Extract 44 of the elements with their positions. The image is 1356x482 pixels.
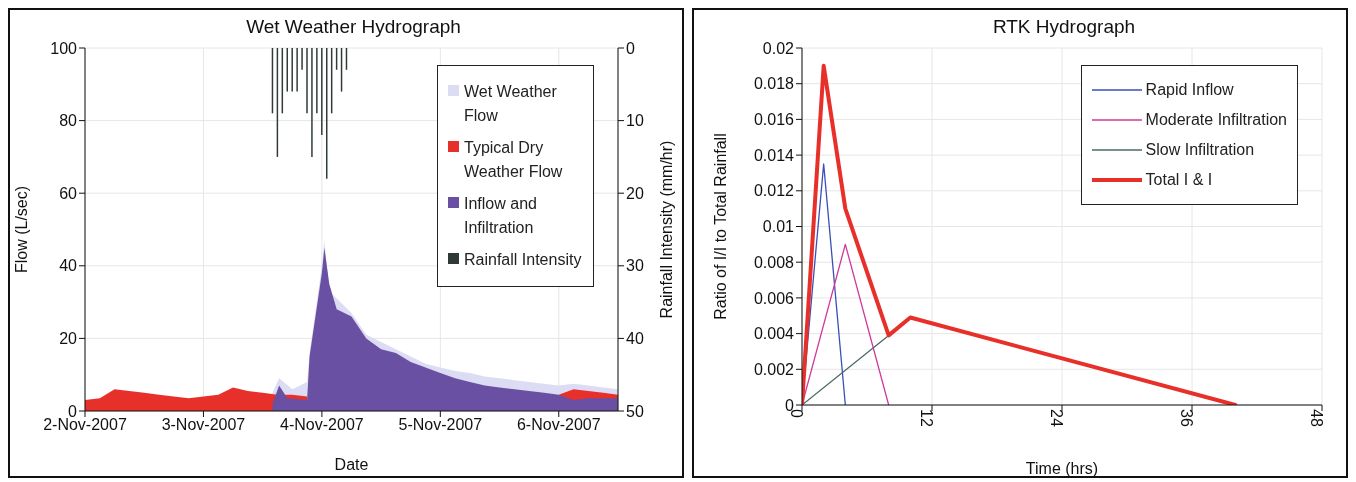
y-tick-label: 100 [50, 39, 78, 57]
y-tick-label: 0.014 [753, 146, 795, 164]
y-axis-title: Ratio of I/I to Total Rainfall [711, 133, 729, 320]
x-tick-label: 48 [1307, 409, 1325, 427]
y2-tick-label: 50 [626, 402, 644, 420]
legend-label: Wet Weather Flow [464, 82, 558, 126]
y-tick-label: 80 [59, 112, 78, 130]
chart-title: Wet Weather Hydrograph [245, 16, 462, 38]
y-tick-label: 0.002 [753, 360, 795, 378]
y2-tick-label: 20 [626, 184, 644, 202]
y-tick-label: 20 [59, 330, 78, 348]
legend-label: Rapid Inflow [1145, 80, 1234, 100]
legend-label: Total I & I [1145, 170, 1213, 190]
legend-label: Slow Infiltration [1145, 140, 1255, 160]
x-tick-label: 6-Nov-2007 [516, 416, 601, 434]
y2-tick-label: 30 [626, 257, 644, 275]
legend-label: Moderate Infiltration [1145, 110, 1287, 130]
y-tick-label: 0.01 [762, 218, 795, 236]
y-tick-label: 0.004 [753, 325, 795, 343]
y-tick-label: 0.008 [753, 253, 795, 271]
x-tick-label: 2-Nov-2007 [43, 416, 127, 434]
y-tick-label: 60 [59, 184, 78, 202]
y2-tick-label: 40 [626, 330, 644, 348]
x-tick-label: 3-Nov-2007 [161, 416, 246, 434]
y-tick-label: 40 [59, 257, 78, 275]
x-tick-label: 4-Nov-2007 [280, 416, 364, 434]
y-tick-label: 0.016 [753, 111, 795, 129]
legend-label: Typical Dry Weather Flow [464, 138, 564, 182]
y-axis-title: Flow (L/sec) [12, 185, 30, 274]
x-tick-label: 12 [917, 409, 935, 427]
y2-axis-title: Rainfall Intensity (mm/hr) [657, 140, 675, 319]
y2-tick-label: 10 [626, 112, 644, 130]
x-tick-label: 24 [1047, 409, 1065, 427]
y2-tick-label: 0 [626, 39, 635, 57]
y-tick-label: 0.02 [762, 39, 795, 57]
x-tick-label: 36 [1177, 409, 1195, 427]
chart-title: RTK Hydrograph [991, 16, 1137, 38]
legend-label: Rainfall Intensity [464, 250, 582, 270]
x-axis-title: Date [334, 456, 369, 473]
legend-label: Inflow and Infiltration [464, 194, 538, 238]
x-tick-label: 5-Nov-2007 [398, 416, 483, 434]
y-tick-label: 0.006 [753, 289, 795, 307]
y-tick-label: 0.012 [753, 182, 795, 200]
y-tick-label: 0.018 [753, 75, 795, 93]
